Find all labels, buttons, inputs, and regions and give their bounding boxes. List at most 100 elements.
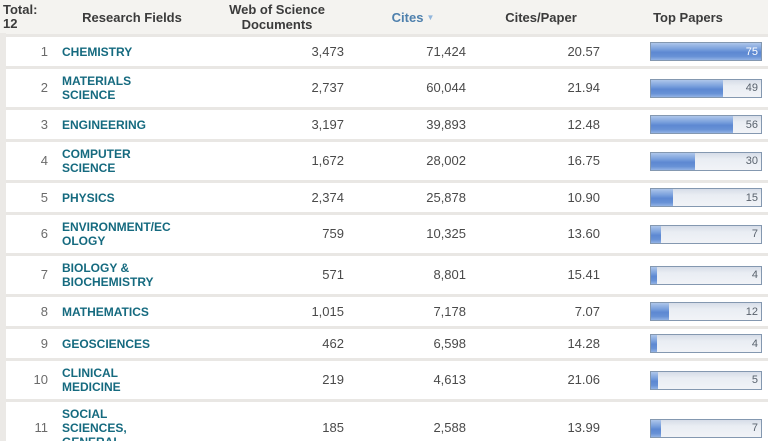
field-cell: CHEMISTRY [62,36,202,68]
field-cell: ENGINEERING [62,109,202,141]
top-papers-cell: 12 [608,296,768,328]
documents-cell: 2,374 [311,189,344,205]
research-field-link[interactable]: BIOLOGY & BIOCHEMISTRY [62,261,154,289]
cites-per-paper-cell: 14.28 [567,335,600,351]
documents-cell: 185 [322,420,344,435]
field-cell: MATHEMATICS [62,296,202,328]
cites-header-label: Cites [391,9,424,25]
column-header-research-fields[interactable]: Research Fields [82,9,182,25]
top-papers-bar-fill [651,43,761,60]
top-papers-value: 75 [745,45,758,58]
documents-cell: 1,672 [311,153,344,168]
top-papers-bar: 7 [650,224,762,244]
top-papers-cell: 7 [608,401,768,441]
field-cell: BIOLOGY & BIOCHEMISTRY [62,255,202,296]
field-cell: GEOSCIENCES [62,328,202,360]
research-field-link[interactable]: ENVIRONMENT/ECOLOGY [62,220,171,248]
cites-cell: 10,325 [426,226,466,241]
research-field-link[interactable]: MATHEMATICS [62,304,149,319]
documents-cell: 219 [322,372,344,387]
cites-per-paper-cell: 7.07 [574,303,600,319]
top-papers-bar-fill [651,266,657,284]
field-cell: SOCIAL SCIENCES, GENERAL [62,401,202,441]
cites-per-paper-cell: 13.99 [567,420,600,435]
top-papers-cell: 4 [608,328,768,360]
table-row: 2 MATERIALS SCIENCE 2,737 60,044 21.94 4… [0,67,768,109]
top-papers-value: 15 [745,191,758,204]
top-papers-cell: 75 [608,36,768,68]
header-row: Total: 12 Research Fields Web of Science… [0,0,768,36]
rank-cell: 6 [40,226,48,241]
research-field-link[interactable]: CLINICAL MEDICINE [62,366,121,394]
documents-cell: 2,737 [311,80,344,95]
documents-cell: 3,197 [311,116,344,132]
documents-cell: 462 [322,335,344,351]
top-papers-value: 49 [745,82,758,94]
research-field-link[interactable]: CHEMISTRY [62,44,133,59]
top-papers-bar-fill [651,371,659,389]
cites-per-paper-cell: 13.60 [567,226,600,241]
research-field-link[interactable]: MATERIALS SCIENCE [62,74,132,102]
top-papers-cell: 49 [608,68,768,109]
cites-cell: 2,588 [433,420,466,435]
rank-cell: 8 [40,303,48,319]
documents-cell: 571 [322,267,344,282]
top-papers-value: 12 [745,305,758,318]
total-count: 12 [3,16,18,31]
cites-per-paper-cell: 20.57 [567,43,600,59]
table-header: Total: 12 Research Fields Web of Science… [0,0,768,36]
column-header-cites[interactable]: Cites ▼ [352,0,474,36]
table-row: 8 MATHEMATICS 1,015 7,178 7.07 12 [0,295,768,328]
column-header-cites-per-paper[interactable]: Cites/Paper [505,9,577,25]
research-field-link[interactable]: COMPUTER SCIENCE [62,147,131,175]
rank-cell: 2 [40,80,48,95]
field-cell: CLINICAL MEDICINE [62,360,202,401]
table-row: 9 GEOSCIENCES 462 6,598 14.28 4 [0,327,768,360]
cites-cell: 39,893 [426,116,466,132]
cites-per-paper-cell: 16.75 [567,153,600,168]
top-papers-cell: 4 [608,255,768,296]
top-papers-value: 7 [751,422,758,434]
cites-cell: 71,424 [426,43,466,59]
field-cell: ENVIRONMENT/ECOLOGY [62,214,202,255]
total-count-cell: Total: 12 [0,0,62,36]
top-papers-bar-fill [651,116,734,133]
sort-descending-icon: ▼ [426,12,435,22]
research-field-link[interactable]: GEOSCIENCES [62,336,151,351]
rank-cell: 5 [40,189,48,205]
rank-cell: 4 [40,153,48,168]
top-papers-value: 30 [745,155,758,167]
field-cell: PHYSICS [62,182,202,214]
research-field-link[interactable]: PHYSICS [62,190,115,205]
cites-cell: 25,878 [426,189,466,205]
table-row: 11 SOCIAL SCIENCES, GENERAL 185 2,588 13… [0,400,768,441]
cites-cell: 60,044 [426,80,466,95]
column-header-top-papers[interactable]: Top Papers [653,9,723,25]
research-field-link[interactable]: SOCIAL SCIENCES, GENERAL [62,407,127,441]
top-papers-value: 56 [745,118,758,131]
total-label: Total: [3,2,38,17]
table-row: 3 ENGINEERING 3,197 39,893 12.48 56 [0,108,768,141]
top-papers-cell: 7 [608,214,768,255]
top-papers-bar: 12 [650,302,762,321]
cites-per-paper-cell: 10.90 [567,189,600,205]
top-papers-bar: 30 [650,151,762,171]
documents-cell: 1,015 [311,303,344,319]
rank-cell: 7 [40,267,48,282]
top-papers-bar-fill [651,225,662,243]
top-papers-bar-fill [651,152,695,170]
column-header-documents[interactable]: Web of Science Documents [229,2,325,32]
top-papers-bar: 7 [650,418,762,438]
table-row: 6 ENVIRONMENT/ECOLOGY 759 10,325 13.60 7 [0,213,768,255]
top-papers-bar-fill [651,419,662,437]
top-papers-bar: 5 [650,370,762,390]
table-row: 1 CHEMISTRY 3,473 71,424 20.57 75 [0,35,768,68]
rank-cell: 3 [40,116,48,132]
top-papers-bar: 49 [650,78,762,98]
top-papers-bar: 15 [650,188,762,207]
field-cell: COMPUTER SCIENCE [62,141,202,182]
rank-cell: 9 [40,335,48,351]
research-field-link[interactable]: ENGINEERING [62,117,147,132]
top-papers-bar-fill [651,79,723,97]
